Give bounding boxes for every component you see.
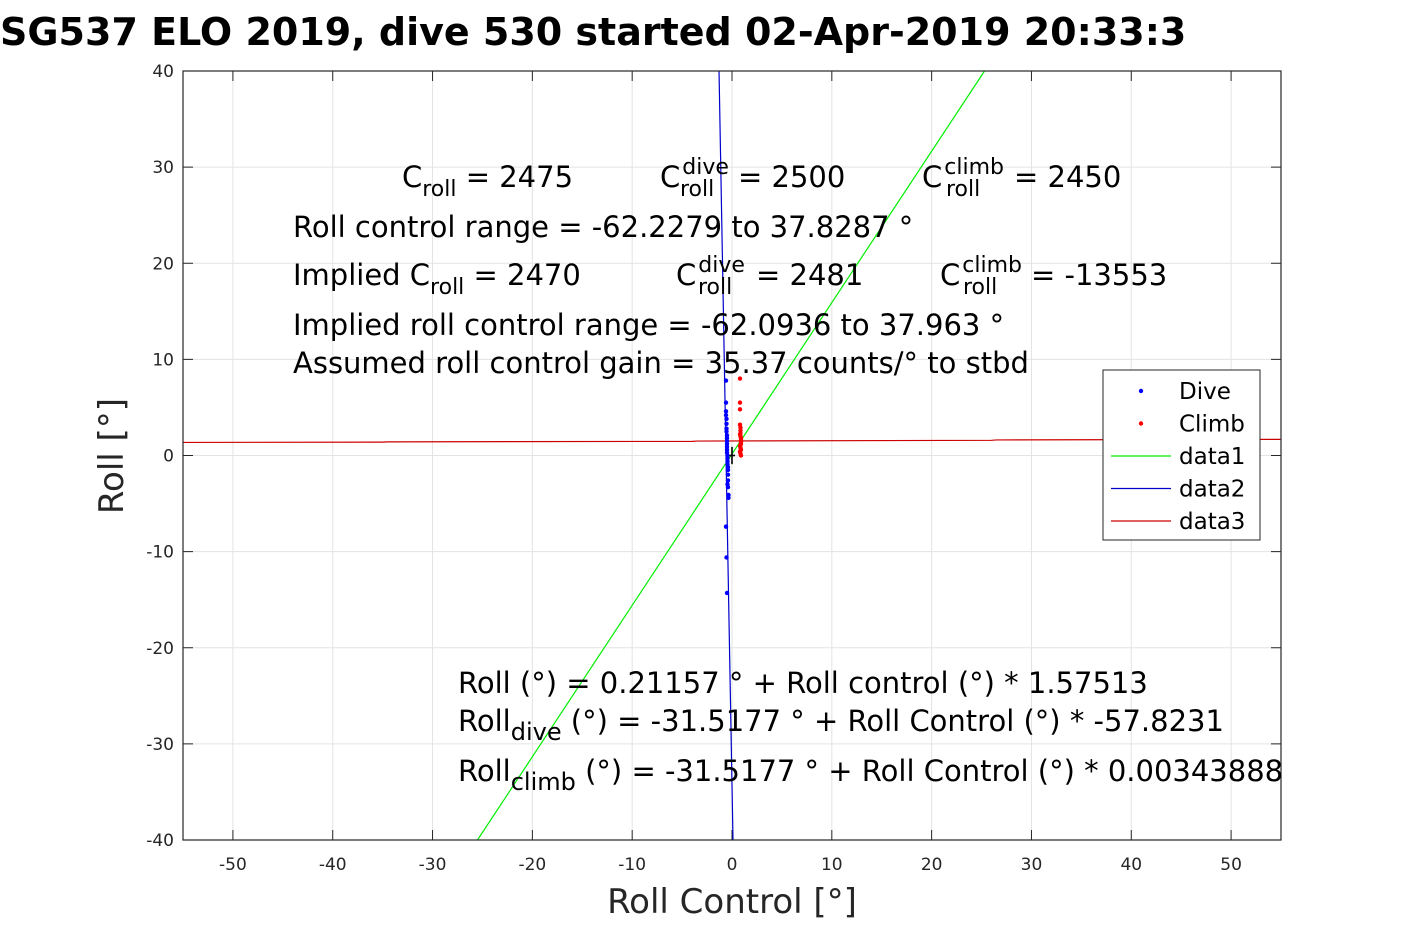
annotation-fit-all: Roll (°) = 0.21157 ° + Roll control (°) …: [458, 666, 1148, 700]
point-climb: [738, 453, 744, 458]
legend-label-data2: data2: [1179, 477, 1245, 503]
point-dive: [723, 400, 729, 405]
point-dive: [723, 524, 729, 529]
point-dive: [723, 412, 729, 418]
point-dive: [725, 467, 731, 473]
point-climb: [738, 442, 743, 448]
point-dive: [725, 472, 731, 477]
point-dive: [724, 429, 729, 434]
y-axis-label: Roll [°]: [92, 398, 132, 514]
legend-items: Dive Climb data1 data2 data3: [1111, 379, 1245, 535]
legend-marker-climb: [1138, 421, 1144, 426]
y-tick-label: 10: [152, 350, 174, 370]
annotation-fit-dive: Rolldive (°) = -31.5177 ° + Roll Control…: [458, 704, 1224, 746]
point-climb: [737, 400, 743, 405]
annotation-c-roll-dive-value: = 2500: [738, 160, 845, 194]
point-dive: [724, 416, 729, 422]
point-dive: [726, 495, 731, 500]
x-tick-label: -50: [219, 855, 247, 875]
point-dive: [723, 409, 729, 414]
y-tick-label: 0: [163, 447, 174, 467]
annotation-c-roll-dive: Cdive: [660, 155, 729, 194]
y-tick-label: -40: [146, 831, 174, 851]
annotation-c-roll-climb-lower: roll: [946, 177, 980, 202]
point-dive: [724, 555, 729, 560]
x-tick-label: -30: [419, 855, 447, 875]
legend-box: [1102, 369, 1261, 541]
x-tick-label: -20: [518, 855, 546, 875]
legend-marker-dive: [1138, 388, 1144, 394]
annotation-implied-c-roll-climb-lower: roll: [963, 275, 997, 300]
annotation-c-roll: Croll = 2475: [402, 160, 573, 202]
y-tick-label: -20: [146, 639, 174, 659]
annotation-implied-c-roll-dive: Cdive: [676, 253, 745, 292]
axis-ticks: -50 -40 -30 -20 -10 0 10 20 30 40 50 -40 -30 -20 -10 0 1…: [146, 62, 1281, 875]
point-dive: [724, 590, 730, 596]
chart-title: SG537 ELO 2019, dive 530 started 02-Apr-…: [0, 10, 1186, 54]
y-tick-label: 20: [152, 254, 174, 274]
point-dive: [723, 378, 729, 383]
legend-label-data3: data3: [1179, 509, 1245, 535]
point-climb: [737, 432, 743, 437]
annotation-implied-c-roll-dive-value: = 2481: [756, 258, 863, 292]
y-tick-label: 40: [152, 62, 174, 82]
annotation-implied-range: Implied roll control range = -62.0936 to…: [293, 308, 1004, 342]
point-climb: [737, 376, 743, 381]
data-points: [723, 376, 744, 596]
annotation-c-roll-climb-value: = 2450: [1014, 160, 1121, 194]
annotation-implied-c-roll: Implied Croll = 2470: [293, 258, 581, 300]
point-dive: [725, 482, 730, 487]
legend-label-dive: Dive: [1179, 379, 1231, 405]
series-line-data3: [182, 438, 1282, 444]
point-dive: [725, 478, 731, 483]
annotation-implied-c-roll-dive-lower: roll: [698, 275, 732, 300]
y-tick-label: -10: [146, 543, 174, 563]
y-tick-label: -30: [146, 735, 174, 755]
x-tick-label: 0: [727, 855, 738, 875]
point-dive: [724, 421, 729, 426]
plot-frame: [182, 70, 1282, 841]
x-axis-label: Roll Control [°]: [607, 882, 857, 922]
annotation-implied-c-roll-climb: Cclimb: [940, 253, 1022, 292]
x-tick-label: 40: [1120, 855, 1142, 875]
annotation-roll-control-range: Roll control range = -62.2279 to 37.8287…: [293, 210, 913, 244]
point-climb: [737, 407, 743, 412]
annotation-gain: Assumed roll control gain = 35.37 counts…: [293, 346, 1029, 380]
legend: Dive Climb data1 data2 data3: [1102, 369, 1261, 541]
x-tick-label: 30: [1021, 855, 1043, 875]
x-tick-label: -10: [618, 855, 646, 875]
annotation-c-roll-climb: Cclimb: [922, 155, 1004, 194]
x-tick-label: 10: [821, 855, 843, 875]
annotation-implied-c-roll-climb-value: = -13553: [1031, 258, 1167, 292]
x-tick-label: 50: [1220, 855, 1242, 875]
x-tick-label: -40: [319, 855, 347, 875]
legend-label-climb: Climb: [1179, 412, 1245, 438]
y-tick-label: 30: [152, 158, 174, 178]
annotation-fit-climb: Rollclimb (°) = -31.5177 ° + Roll Contro…: [458, 754, 1283, 796]
annotation-c-roll-dive-lower: roll: [680, 177, 714, 202]
legend-label-data1: data1: [1179, 444, 1245, 470]
x-tick-label: 20: [921, 855, 943, 875]
